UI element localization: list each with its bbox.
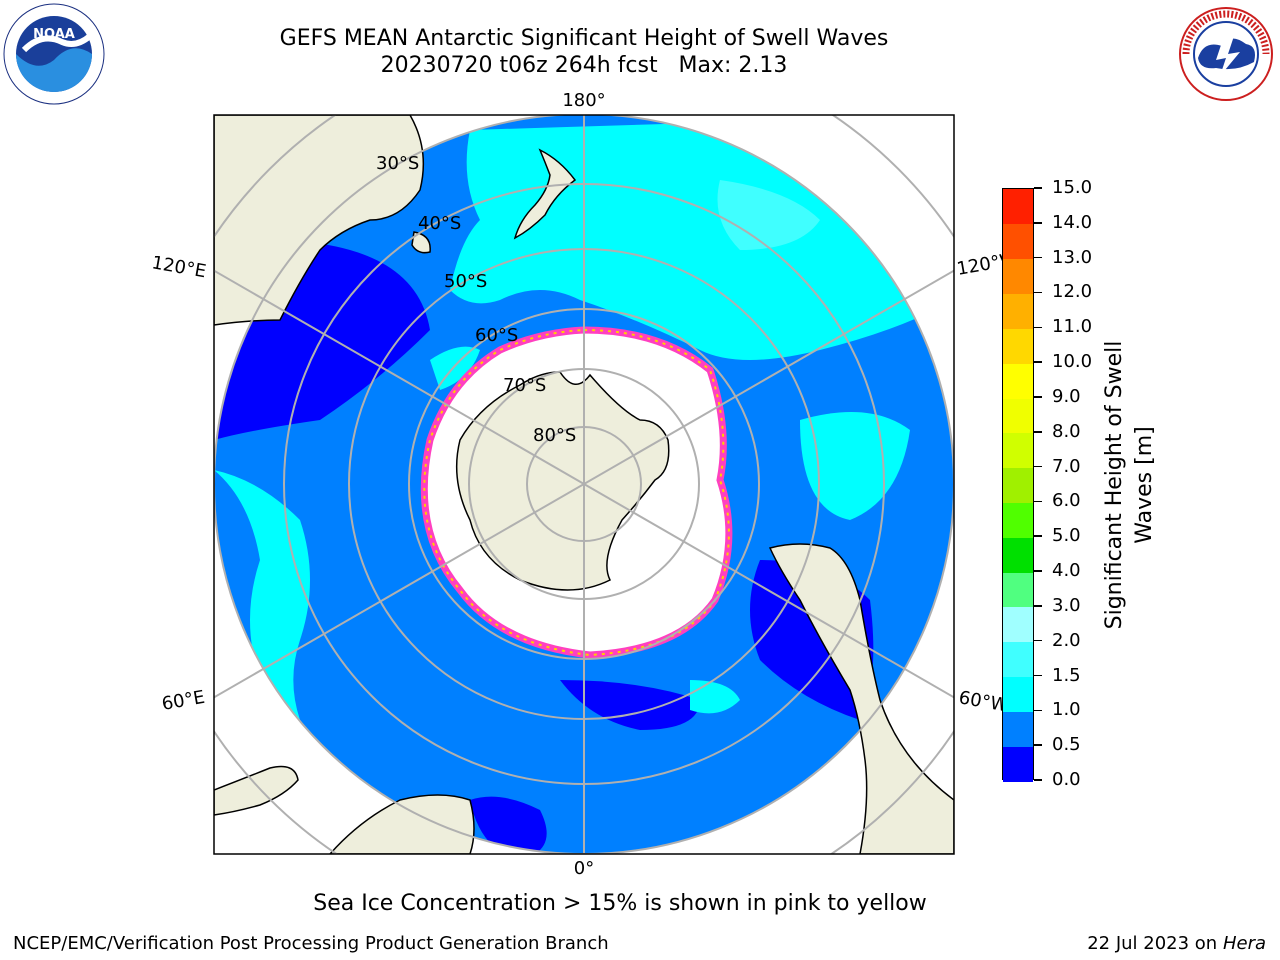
continents [214, 115, 954, 854]
colorbar-tick [1034, 361, 1042, 363]
colorbar-tick [1034, 291, 1042, 294]
colorbar-tick [1034, 187, 1042, 189]
colorbar-tick [1034, 535, 1042, 537]
colorbar-tick-label: 12.0 [1052, 281, 1093, 303]
lat-label-30s: 30°S [376, 153, 419, 174]
lat-label-40s: 40°S [418, 213, 461, 234]
lon-label-180: 180° [562, 90, 605, 111]
colorbar-tick [1034, 570, 1042, 572]
colorbar-tick-label: 4.0 [1052, 560, 1081, 582]
colorbar-segment [1003, 676, 1033, 712]
colorbar-segment [1003, 572, 1033, 608]
chart-subtitle: 20230720 t06z 264h fcst Max: 2.13 [380, 53, 788, 78]
colorbar-tick-label: 14.0 [1052, 211, 1093, 233]
colorbar-tick [1034, 396, 1042, 398]
colorbar-tick-label: 0.0 [1052, 769, 1081, 790]
colorbar-tick-label: 10.0 [1052, 351, 1093, 373]
colorbar-tick [1034, 709, 1042, 712]
colorbar-tick-label: 0.5 [1052, 734, 1081, 756]
colorbar-tick-label: 1.0 [1052, 699, 1081, 721]
colorbar-tick [1034, 779, 1042, 781]
colorbar-segment [1003, 746, 1033, 782]
lat-label-70s: 70°S [503, 375, 546, 396]
colorbar-tick [1034, 431, 1042, 433]
colorbar-segment [1003, 363, 1033, 399]
footer-credit: NCEP/EMC/Verification Post Processing Pr… [13, 933, 609, 954]
colorbar-tick [1034, 605, 1042, 607]
colorbar-segment [1003, 189, 1033, 225]
colorbar [1002, 188, 1034, 782]
colorbar-tick [1034, 465, 1042, 468]
colorbar-segment [1003, 711, 1033, 747]
lon-label-60e: 60°E [160, 687, 206, 715]
colorbar-tick-label: 11.0 [1052, 316, 1093, 338]
colorbar-tick-label: 13.0 [1052, 246, 1093, 268]
colorbar-tick-label: 7.0 [1052, 455, 1081, 477]
colorbar-tick [1034, 256, 1042, 259]
colorbar-segment [1003, 432, 1033, 469]
colorbar-tick [1034, 639, 1042, 642]
colorbar-tick [1034, 744, 1042, 746]
footer-date-text: 22 Jul 2023 on [1087, 933, 1223, 954]
nws-logo [1179, 7, 1273, 101]
colorbar-tick [1034, 674, 1042, 677]
colorbar-tick [1034, 222, 1042, 224]
colorbar-segment [1003, 223, 1033, 260]
colorbar-segment [1003, 293, 1033, 329]
lat-label-50s: 50°S [444, 271, 487, 292]
colorbar-segment [1003, 397, 1033, 434]
colorbar-label: Significant Height of Swell Waves [m] [1102, 340, 1157, 630]
chart-title: GEFS MEAN Antarctic Significant Height o… [279, 26, 889, 51]
colorbar-segment [1003, 537, 1033, 573]
sea-ice-note: Sea Ice Concentration > 15% is shown in … [313, 891, 927, 916]
colorbar-tick-label: 8.0 [1052, 420, 1081, 442]
colorbar-segment [1003, 641, 1033, 678]
colorbar-tick [1034, 326, 1042, 329]
colorbar-segment [1003, 502, 1033, 538]
lon-label-0: 0° [574, 858, 594, 879]
colorbar-tick-label: 9.0 [1052, 385, 1081, 407]
colorbar-tick-label: 5.0 [1052, 525, 1081, 547]
colorbar-segment [1003, 606, 1033, 643]
colorbar-tick [1034, 500, 1042, 503]
colorbar-segment [1003, 258, 1033, 295]
footer-date: 22 Jul 2023 on Hera [1087, 933, 1266, 954]
colorbar-tick-label: 2.0 [1052, 629, 1081, 651]
colorbar-tick-label: 1.5 [1052, 664, 1081, 686]
noaa-logo: NOAA [3, 3, 105, 105]
noaa-logo-text: NOAA [33, 27, 75, 42]
colorbar-tick-label: 3.0 [1052, 594, 1081, 616]
lat-label-80s: 80°S [533, 425, 576, 446]
colorbar-tick-label: 6.0 [1052, 490, 1081, 512]
colorbar-segment [1003, 467, 1033, 503]
colorbar-segment [1003, 328, 1033, 364]
colorbar-tick-label: 15.0 [1052, 177, 1093, 198]
footer-host: Hera [1222, 933, 1266, 954]
lat-label-60s: 60°S [475, 325, 518, 346]
lon-label-120e: 120°E [150, 252, 208, 282]
